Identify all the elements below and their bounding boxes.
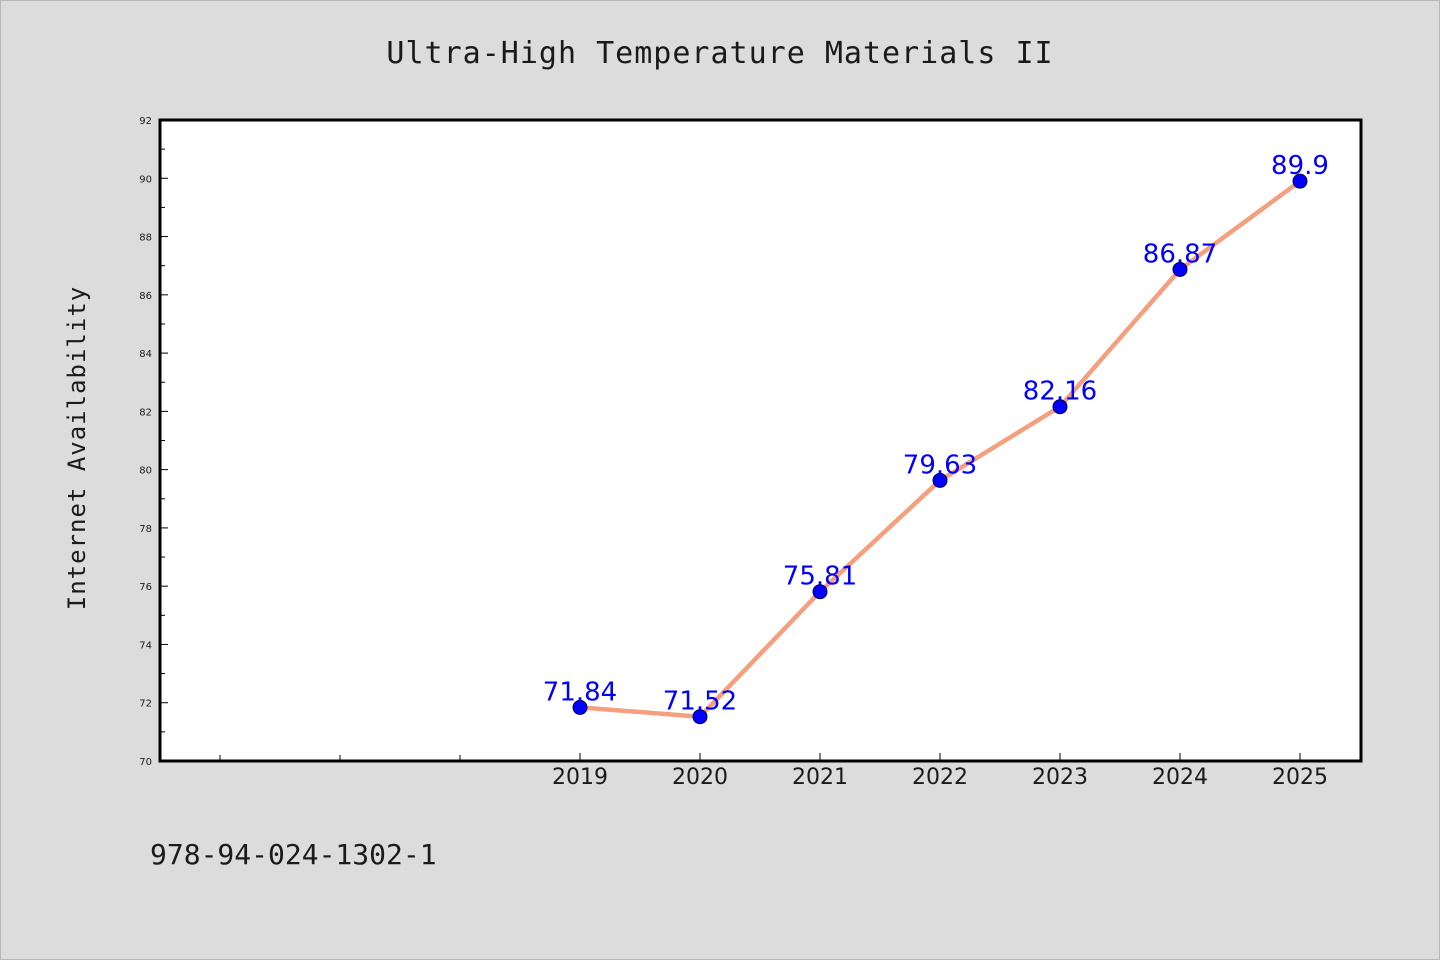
x-tick-label: 2025 bbox=[1272, 765, 1328, 790]
x-tick-label: 2024 bbox=[1152, 765, 1208, 790]
data-point bbox=[692, 709, 708, 725]
isbn-footer: 978-94-024-1302-1 bbox=[150, 838, 437, 871]
y-tick-label: 84 bbox=[139, 349, 152, 360]
plot-area bbox=[160, 120, 1361, 761]
data-point bbox=[1292, 173, 1308, 189]
x-tick-label: 2021 bbox=[792, 765, 848, 790]
data-label: 79.63 bbox=[903, 450, 977, 480]
data-label: 71.52 bbox=[663, 687, 737, 717]
chart-title: Ultra-High Temperature Materials II bbox=[386, 36, 1053, 71]
y-tick-label: 82 bbox=[139, 407, 152, 418]
x-tick-label: 2023 bbox=[1032, 765, 1088, 790]
y-tick-label: 70 bbox=[139, 757, 152, 768]
x-tick-label: 2020 bbox=[672, 765, 728, 790]
data-point bbox=[572, 699, 588, 715]
y-axis-label: Internet Availability bbox=[63, 286, 91, 610]
y-tick-label: 90 bbox=[139, 174, 152, 185]
data-label: 75.81 bbox=[783, 562, 857, 592]
y-tick-label: 78 bbox=[139, 524, 152, 535]
x-axis: 2019 2020 2021 2022 2023 2024 2025 bbox=[219, 753, 1328, 790]
y-tick-label: 80 bbox=[139, 466, 152, 477]
y-tick-label: 72 bbox=[139, 699, 152, 710]
y-tick-label: 76 bbox=[139, 582, 152, 593]
y-tick-label: 92 bbox=[139, 116, 152, 127]
y-axis: 70 72 74 76 78 80 82 84 86 88 90 92 bbox=[139, 116, 168, 768]
y-tick-label: 88 bbox=[139, 233, 152, 244]
data-point bbox=[812, 584, 828, 600]
data-point bbox=[1172, 261, 1188, 277]
data-point bbox=[932, 472, 948, 488]
series-markers bbox=[572, 173, 1308, 725]
data-label: 82.16 bbox=[1023, 377, 1097, 407]
data-labels: 71.84 71.52 75.81 79.63 82.16 86.87 89.9 bbox=[543, 151, 1329, 717]
data-label: 86.87 bbox=[1143, 239, 1217, 269]
plot-border bbox=[158, 118, 1363, 763]
y-tick-label: 86 bbox=[139, 291, 152, 302]
y-tick-label: 74 bbox=[139, 640, 152, 651]
x-tick-label: 2022 bbox=[912, 765, 968, 790]
data-point bbox=[1052, 399, 1068, 415]
data-label: 71.84 bbox=[543, 677, 617, 707]
x-tick-label: 2019 bbox=[552, 765, 608, 790]
data-label: 89.9 bbox=[1271, 151, 1329, 181]
